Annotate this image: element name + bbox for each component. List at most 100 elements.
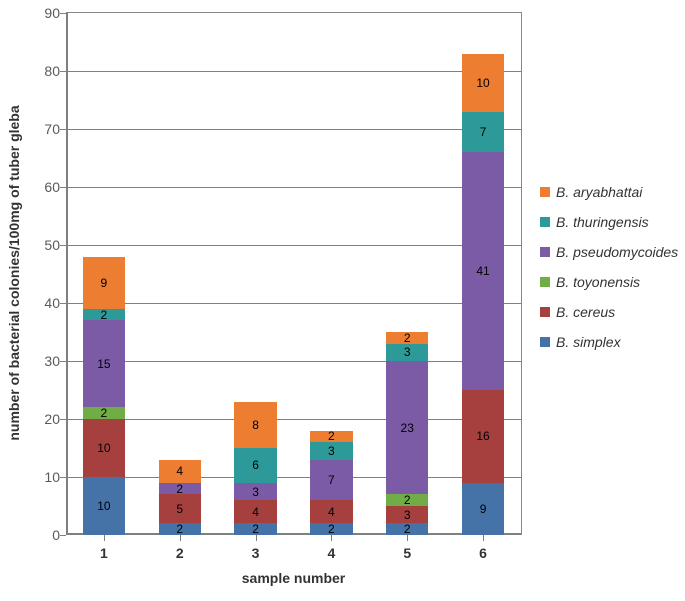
segment-value: 2 bbox=[328, 522, 335, 536]
segment-value: 2 bbox=[404, 493, 411, 507]
segment-value: 9 bbox=[480, 502, 487, 516]
legend-label: B. toyonensis bbox=[556, 274, 640, 290]
y-tick-label: 10 bbox=[44, 469, 66, 485]
segment-value: 2 bbox=[404, 522, 411, 536]
segment-value: 10 bbox=[97, 441, 110, 455]
legend-swatch bbox=[540, 187, 550, 197]
segment-simplex: 2 bbox=[234, 523, 276, 535]
segment-simplex: 10 bbox=[83, 477, 125, 535]
segment-pseudomycoides: 23 bbox=[386, 361, 428, 494]
segment-value: 2 bbox=[101, 308, 108, 322]
segment-value: 8 bbox=[252, 418, 259, 432]
legend-label: B. simplex bbox=[556, 334, 621, 350]
legend-item-simplex: B. simplex bbox=[540, 334, 678, 350]
segment-cereus: 4 bbox=[234, 500, 276, 523]
bar-5: 2322332 bbox=[386, 332, 428, 535]
segment-value: 6 bbox=[252, 458, 259, 472]
x-tick-label: 3 bbox=[252, 535, 260, 561]
segment-value: 2 bbox=[252, 522, 259, 536]
segment-cereus: 5 bbox=[159, 494, 201, 523]
legend-swatch bbox=[540, 217, 550, 227]
legend-swatch bbox=[540, 247, 550, 257]
x-axis-title: sample number bbox=[242, 570, 345, 586]
bar-3: 2 4 3 6 8 bbox=[234, 402, 276, 535]
segment-aryabhattai: 2 bbox=[310, 431, 352, 443]
y-tick-label: 80 bbox=[44, 63, 66, 79]
segment-value: 41 bbox=[476, 264, 489, 278]
segment-aryabhattai: 4 bbox=[159, 460, 201, 483]
segment-aryabhattai: 8 bbox=[234, 402, 276, 448]
segment-value: 4 bbox=[176, 464, 183, 478]
segment-value: 3 bbox=[252, 485, 259, 499]
x-tick-label: 4 bbox=[328, 535, 336, 561]
segment-value: 2 bbox=[404, 331, 411, 345]
segment-value: 2 bbox=[176, 482, 183, 496]
segment-cereus: 4 bbox=[310, 500, 352, 523]
legend-item-pseudomycoides: B. pseudomycoides bbox=[540, 244, 678, 260]
bar-6: 9 16 41 7 10 bbox=[462, 54, 504, 535]
segment-simplex: 2 bbox=[386, 523, 428, 535]
y-tick-label: 30 bbox=[44, 353, 66, 369]
y-tick-label: 50 bbox=[44, 237, 66, 253]
x-tick-label: 2 bbox=[176, 535, 184, 561]
segment-value: 15 bbox=[97, 357, 110, 371]
segment-aryabhattai: 2 bbox=[386, 332, 428, 344]
x-tick-label: 1 bbox=[100, 535, 108, 561]
legend-label: B. cereus bbox=[556, 304, 615, 320]
segment-simplex: 9 bbox=[462, 483, 504, 535]
segment-value: 2 bbox=[328, 429, 335, 443]
legend-label: B. thuringensis bbox=[556, 214, 649, 230]
legend-label: B. pseudomycoides bbox=[556, 244, 678, 260]
plot-area: 0102030405060708090110102152922524324368… bbox=[66, 12, 522, 535]
bar-4: 24732 bbox=[310, 431, 352, 535]
legend-label: B. aryabhattai bbox=[556, 184, 642, 200]
segment-value: 9 bbox=[101, 276, 108, 290]
segment-pseudomycoides: 2 bbox=[159, 483, 201, 495]
segment-cereus: 10 bbox=[83, 419, 125, 477]
segment-pseudomycoides: 3 bbox=[234, 483, 276, 500]
y-tick-label: 40 bbox=[44, 295, 66, 311]
x-tick-label: 6 bbox=[479, 535, 487, 561]
segment-value: 3 bbox=[328, 444, 335, 458]
segment-value: 10 bbox=[476, 76, 489, 90]
legend-item-cereus: B. cereus bbox=[540, 304, 678, 320]
bar-2: 2 5 2 4 bbox=[159, 460, 201, 535]
segment-thuringensis: 3 bbox=[386, 344, 428, 361]
segment-aryabhattai: 10 bbox=[462, 54, 504, 112]
legend-item-thuringensis: B. thuringensis bbox=[540, 214, 678, 230]
legend: B. aryabhattai B. thuringensis B. pseudomy… bbox=[540, 170, 678, 364]
segment-value: 10 bbox=[97, 499, 110, 513]
segment-toyonensis: 2 bbox=[83, 407, 125, 419]
segment-value: 16 bbox=[476, 429, 489, 443]
y-tick-label: 90 bbox=[44, 5, 66, 21]
segment-simplex: 2 bbox=[310, 523, 352, 535]
segment-value: 23 bbox=[401, 421, 414, 435]
segment-value: 2 bbox=[176, 522, 183, 536]
segment-value: 2 bbox=[101, 406, 108, 420]
segment-value: 4 bbox=[252, 505, 259, 519]
segment-thuringensis: 2 bbox=[83, 309, 125, 321]
y-tick-label: 0 bbox=[52, 527, 66, 543]
legend-swatch bbox=[540, 277, 550, 287]
segment-value: 3 bbox=[404, 345, 411, 359]
segment-simplex: 2 bbox=[159, 523, 201, 535]
y-tick-label: 70 bbox=[44, 121, 66, 137]
legend-item-toyonensis: B. toyonensis bbox=[540, 274, 678, 290]
legend-swatch bbox=[540, 337, 550, 347]
y-tick-label: 60 bbox=[44, 179, 66, 195]
stacked-bar-chart: 0102030405060708090110102152922524324368… bbox=[0, 0, 685, 601]
segment-toyonensis: 2 bbox=[386, 494, 428, 506]
segment-value: 7 bbox=[480, 125, 487, 139]
segment-pseudomycoides: 7 bbox=[310, 460, 352, 501]
legend-swatch bbox=[540, 307, 550, 317]
x-tick-label: 5 bbox=[403, 535, 411, 561]
segment-value: 3 bbox=[404, 508, 411, 522]
y-axis-title: number of bacterial colonies/100mg of tu… bbox=[6, 105, 22, 440]
legend-item-aryabhattai: B. aryabhattai bbox=[540, 184, 678, 200]
segment-value: 5 bbox=[176, 502, 183, 516]
segment-pseudomycoides: 41 bbox=[462, 152, 504, 390]
segment-value: 4 bbox=[328, 505, 335, 519]
segment-cereus: 3 bbox=[386, 506, 428, 523]
y-tick-label: 20 bbox=[44, 411, 66, 427]
segment-thuringensis: 7 bbox=[462, 112, 504, 153]
